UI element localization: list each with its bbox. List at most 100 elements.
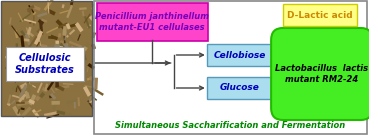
- FancyBboxPatch shape: [31, 84, 36, 88]
- FancyBboxPatch shape: [16, 102, 25, 104]
- FancyBboxPatch shape: [68, 23, 77, 28]
- FancyBboxPatch shape: [38, 19, 44, 25]
- FancyBboxPatch shape: [22, 47, 36, 54]
- FancyBboxPatch shape: [271, 28, 373, 120]
- FancyBboxPatch shape: [39, 21, 43, 35]
- FancyBboxPatch shape: [42, 87, 47, 92]
- FancyBboxPatch shape: [52, 52, 60, 58]
- FancyBboxPatch shape: [27, 5, 35, 12]
- FancyBboxPatch shape: [283, 4, 357, 26]
- FancyBboxPatch shape: [36, 42, 40, 47]
- FancyBboxPatch shape: [20, 35, 25, 50]
- FancyBboxPatch shape: [26, 51, 37, 57]
- FancyBboxPatch shape: [27, 8, 32, 13]
- FancyBboxPatch shape: [60, 113, 71, 115]
- FancyBboxPatch shape: [29, 21, 33, 24]
- FancyBboxPatch shape: [18, 94, 26, 103]
- FancyBboxPatch shape: [74, 67, 81, 82]
- FancyBboxPatch shape: [33, 5, 41, 11]
- FancyBboxPatch shape: [96, 3, 208, 41]
- FancyBboxPatch shape: [70, 0, 74, 5]
- FancyBboxPatch shape: [67, 55, 74, 68]
- FancyBboxPatch shape: [54, 43, 68, 48]
- FancyBboxPatch shape: [28, 31, 34, 37]
- FancyBboxPatch shape: [22, 71, 29, 83]
- FancyBboxPatch shape: [34, 30, 43, 45]
- FancyBboxPatch shape: [64, 36, 66, 49]
- FancyBboxPatch shape: [87, 100, 94, 109]
- FancyBboxPatch shape: [71, 45, 80, 53]
- FancyBboxPatch shape: [48, 9, 56, 16]
- FancyBboxPatch shape: [28, 5, 35, 14]
- FancyBboxPatch shape: [36, 28, 41, 33]
- FancyBboxPatch shape: [67, 99, 81, 104]
- FancyBboxPatch shape: [66, 32, 75, 42]
- FancyBboxPatch shape: [84, 85, 92, 88]
- FancyBboxPatch shape: [56, 110, 65, 115]
- FancyBboxPatch shape: [89, 15, 94, 21]
- FancyBboxPatch shape: [15, 81, 23, 94]
- FancyBboxPatch shape: [74, 102, 76, 109]
- FancyBboxPatch shape: [79, 7, 87, 10]
- FancyBboxPatch shape: [56, 41, 59, 44]
- Text: Penicillium janthinellum
mutant-EU1 cellulases: Penicillium janthinellum mutant-EU1 cell…: [95, 12, 209, 32]
- FancyBboxPatch shape: [83, 42, 90, 51]
- FancyBboxPatch shape: [69, 41, 82, 48]
- FancyBboxPatch shape: [9, 56, 22, 61]
- FancyBboxPatch shape: [46, 114, 59, 119]
- FancyBboxPatch shape: [62, 4, 65, 8]
- FancyBboxPatch shape: [35, 57, 40, 64]
- FancyBboxPatch shape: [37, 82, 43, 93]
- FancyBboxPatch shape: [24, 38, 29, 42]
- FancyBboxPatch shape: [90, 100, 93, 103]
- FancyBboxPatch shape: [9, 81, 19, 95]
- FancyBboxPatch shape: [87, 77, 91, 81]
- FancyBboxPatch shape: [48, 65, 52, 72]
- FancyBboxPatch shape: [15, 43, 19, 52]
- FancyBboxPatch shape: [59, 43, 68, 53]
- FancyBboxPatch shape: [20, 107, 25, 110]
- FancyBboxPatch shape: [91, 4, 94, 9]
- Text: Simultaneous Saccharification and Fermentation: Simultaneous Saccharification and Fermen…: [115, 121, 345, 130]
- FancyBboxPatch shape: [83, 46, 88, 51]
- FancyBboxPatch shape: [42, 55, 51, 56]
- Text: Glucose: Glucose: [220, 84, 259, 92]
- FancyBboxPatch shape: [17, 101, 31, 106]
- FancyBboxPatch shape: [21, 67, 35, 70]
- FancyBboxPatch shape: [55, 79, 59, 87]
- FancyBboxPatch shape: [68, 57, 74, 63]
- FancyBboxPatch shape: [12, 95, 25, 100]
- FancyBboxPatch shape: [9, 17, 12, 25]
- FancyBboxPatch shape: [92, 32, 96, 38]
- FancyBboxPatch shape: [70, 57, 84, 62]
- FancyBboxPatch shape: [36, 51, 48, 53]
- FancyBboxPatch shape: [58, 33, 61, 38]
- FancyBboxPatch shape: [84, 52, 87, 61]
- FancyBboxPatch shape: [31, 53, 38, 59]
- FancyBboxPatch shape: [50, 35, 58, 40]
- FancyBboxPatch shape: [27, 84, 33, 91]
- FancyBboxPatch shape: [25, 80, 30, 87]
- FancyBboxPatch shape: [35, 49, 43, 55]
- FancyBboxPatch shape: [50, 93, 56, 100]
- FancyBboxPatch shape: [8, 93, 12, 104]
- FancyBboxPatch shape: [67, 74, 75, 82]
- FancyBboxPatch shape: [24, 90, 30, 99]
- FancyBboxPatch shape: [59, 46, 63, 55]
- FancyBboxPatch shape: [54, 84, 65, 91]
- FancyBboxPatch shape: [31, 80, 39, 82]
- FancyBboxPatch shape: [27, 27, 32, 35]
- FancyBboxPatch shape: [12, 106, 21, 117]
- FancyBboxPatch shape: [9, 68, 22, 74]
- FancyBboxPatch shape: [28, 94, 36, 106]
- FancyBboxPatch shape: [68, 66, 76, 69]
- FancyBboxPatch shape: [20, 30, 26, 36]
- FancyBboxPatch shape: [34, 109, 42, 114]
- Bar: [94, 1, 367, 134]
- FancyBboxPatch shape: [82, 11, 84, 16]
- FancyBboxPatch shape: [33, 11, 36, 15]
- FancyBboxPatch shape: [54, 72, 58, 80]
- FancyBboxPatch shape: [55, 85, 70, 91]
- FancyBboxPatch shape: [9, 56, 18, 61]
- FancyBboxPatch shape: [66, 29, 75, 38]
